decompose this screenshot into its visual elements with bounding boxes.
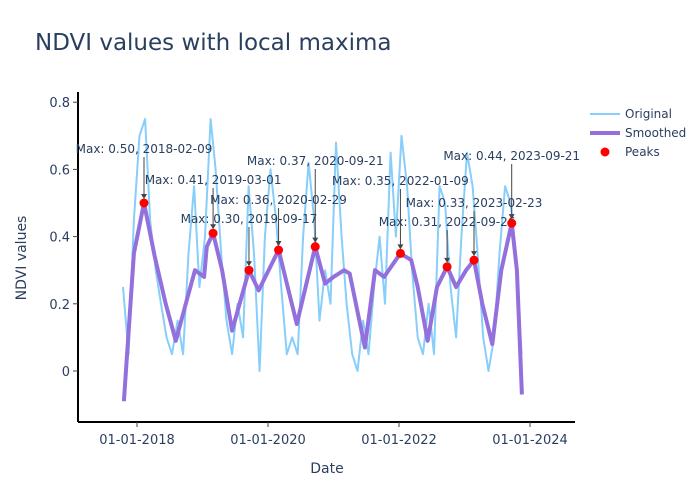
peak-annotation-label: Max: 0.36, 2020-02-29 [210, 193, 347, 207]
peak-marker [310, 242, 320, 252]
arrowhead [245, 261, 252, 267]
x-tick-label: 01-01-2018 [99, 433, 175, 448]
y-tick-label: 0.2 [49, 298, 70, 313]
chart-title: NDVI values with local maxima [35, 30, 391, 56]
arrowhead [444, 257, 451, 263]
legend-item-peaks[interactable]: Peaks [600, 145, 660, 159]
arrowhead [140, 194, 147, 199]
x-tick-label: 01-01-2024 [492, 433, 568, 448]
annotations: Max: 0.50, 2018-02-09 Max: 0.41, 2019-03-… [76, 142, 580, 275]
arrowhead [312, 237, 319, 243]
legend-label: Original [625, 107, 672, 121]
peak-annotation-label: Max: 0.41, 2019-03-01 [145, 173, 282, 187]
y-tick-label: 0.8 [49, 96, 70, 111]
peak-marker [469, 255, 479, 265]
series-line-original [122, 118, 523, 372]
peak-annotation-label: Max: 0.33, 2023-02-23 [406, 196, 543, 210]
arrowhead [471, 251, 478, 257]
y-axis-label: NDVI values [14, 216, 30, 301]
peak-marker [208, 228, 218, 238]
arrowhead [397, 244, 404, 250]
series-line-smoothed [121, 201, 524, 402]
arrowhead [210, 224, 217, 230]
peak-annotation-label: Max: 0.31, 2022-09-26 [379, 215, 516, 229]
y-tick-label: 0 [62, 365, 70, 380]
x-tick-label: 01-01-2022 [361, 433, 437, 448]
peak-annotation-label: Max: 0.37, 2020-09-21 [247, 154, 384, 168]
arrowhead [508, 214, 515, 220]
legend-item-original[interactable]: Original [590, 107, 672, 121]
x-tick-label: 01-01-2020 [230, 433, 306, 448]
legend-marker [600, 147, 610, 157]
arrowhead [275, 241, 282, 247]
series-group [121, 118, 524, 402]
peak-marker [139, 198, 149, 208]
legend-label: Smoothed [625, 126, 686, 140]
peak-marker [274, 245, 284, 255]
x-axis-label: Date [310, 461, 343, 477]
peak-annotation-label: Max: 0.44, 2023-09-21 [443, 149, 580, 163]
peak-annotation-label: Max: 0.35, 2022-01-09 [332, 174, 469, 188]
peak-marker [244, 265, 254, 275]
y-tick-label: 0.4 [49, 231, 70, 246]
peak-annotation-label: Max: 0.30, 2019-09-17 [181, 212, 318, 226]
legend[interactable]: Original Smoothed Peaks [590, 107, 686, 159]
peak-marker [507, 218, 517, 228]
peak-annotation-label: Max: 0.50, 2018-02-09 [76, 142, 213, 156]
axes: 0 0.2 0.4 0.6 0.8 01-01-2018 01-01-2020 01-01-2… [49, 92, 575, 448]
legend-item-smoothed[interactable]: Smoothed [590, 126, 686, 140]
y-tick-label: 0.6 [49, 163, 70, 178]
legend-label: Peaks [625, 145, 660, 159]
peak-marker [442, 262, 452, 272]
peak-marker [395, 248, 405, 258]
